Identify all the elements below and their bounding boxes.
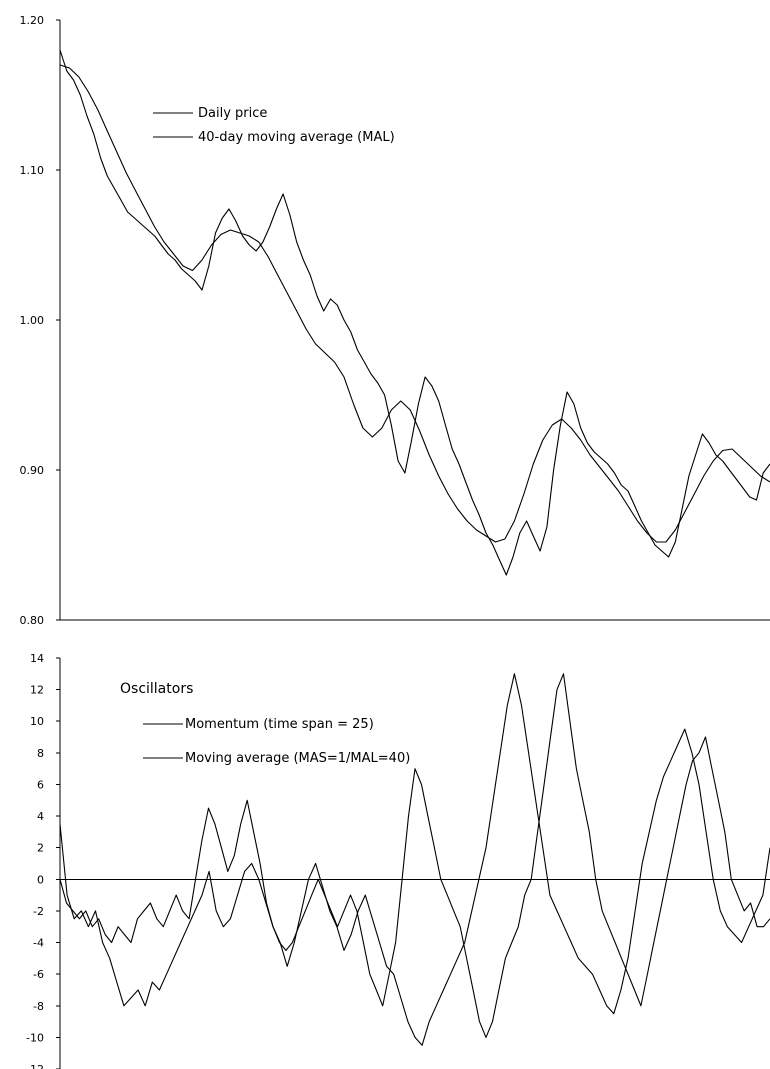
oscillator-y-tick-label: 12 [30, 684, 44, 697]
oscillator-chart: -12 -10 -8 -6 -4 -2 0 2 4 6 8 10 12 14 Oscillators Mo… [26, 652, 770, 1069]
oscillator-y-tick-label: 0 [37, 873, 44, 886]
price-chart: 0.80 0.90 1.00 1.10 1.20 Daily price 40-day … [20, 14, 770, 627]
oscillator-title: Oscillators [120, 681, 193, 697]
price-y-tick-label: 0.90 [20, 464, 45, 477]
legend-label-osc-moving-average: Moving average (MAS=1/MAL=40) [185, 751, 410, 766]
oscillator-y-tick-label: -12 [26, 1063, 44, 1069]
oscillator-y-tick-label: 6 [37, 778, 44, 791]
oscillator-legend: Oscillators Momentum (time span = 25) Mo… [120, 681, 410, 766]
price-y-tick-label: 1.10 [20, 164, 45, 177]
price-legend: Daily price 40-day moving average (MAL) [153, 106, 395, 145]
series-line-moving-average [59, 64, 770, 543]
legend-label-moving-average: 40-day moving average (MAL) [198, 130, 395, 145]
oscillator-y-tick-label: -6 [33, 968, 44, 981]
oscillator-y-tick-label: -8 [33, 1000, 44, 1013]
price-y-ticks: 0.80 0.90 1.00 1.10 1.20 [20, 14, 60, 627]
oscillator-y-tick-label: -10 [26, 1031, 44, 1044]
series-line-daily-price [59, 49, 770, 576]
oscillator-y-tick-label: 14 [30, 652, 44, 665]
series-line-oscillator-moving-average [59, 673, 770, 1038]
oscillator-y-tick-label: 4 [37, 810, 44, 823]
legend-label-momentum: Momentum (time span = 25) [185, 717, 374, 732]
price-y-tick-label: 1.20 [20, 14, 45, 27]
price-y-tick-label: 0.80 [20, 614, 45, 627]
oscillator-y-tick-label: 2 [37, 842, 44, 855]
oscillator-series-lines [59, 673, 770, 1046]
oscillator-y-tick-label: -2 [33, 905, 44, 918]
oscillator-y-tick-label: 8 [37, 747, 44, 760]
oscillator-y-tick-label: -4 [33, 937, 44, 950]
legend-label-daily-price: Daily price [198, 106, 267, 121]
oscillator-y-ticks: -12 -10 -8 -6 -4 -2 0 2 4 6 8 10 12 14 [26, 652, 60, 1069]
price-series-lines [59, 49, 770, 576]
price-y-tick-label: 1.00 [20, 314, 45, 327]
oscillator-y-tick-label: 10 [30, 715, 44, 728]
series-line-momentum [59, 673, 770, 1046]
